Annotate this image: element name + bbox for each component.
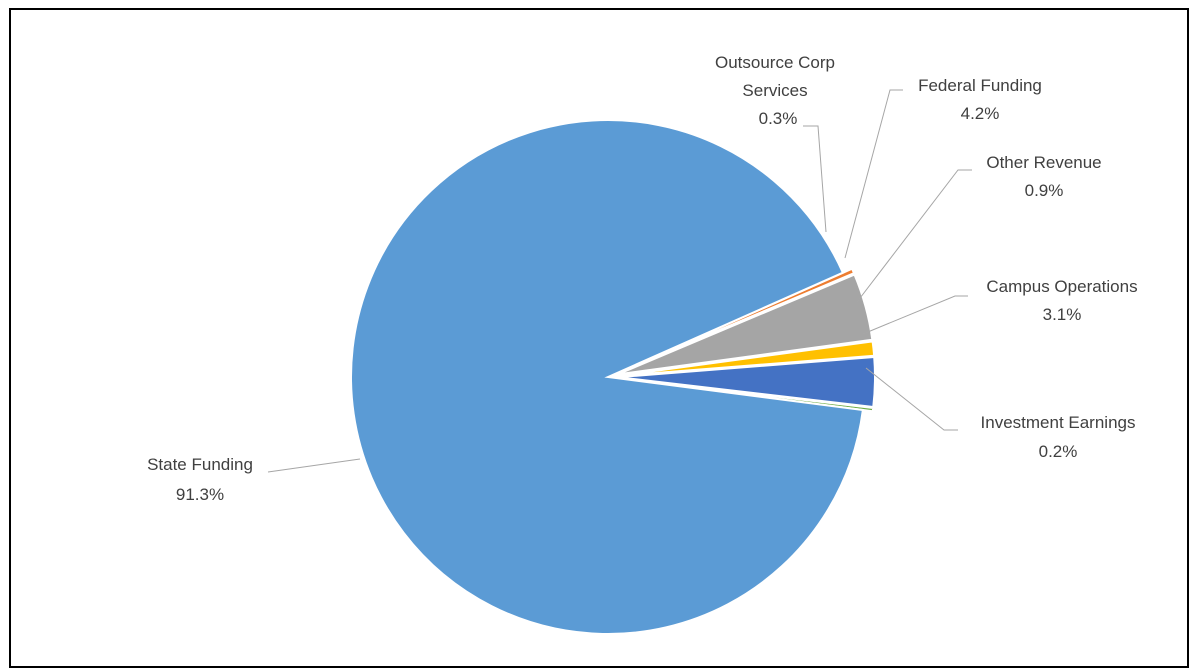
label-outsource-corp-services: Outsource Corp Services 0.3% <box>715 53 835 128</box>
pie-slice-state-funding <box>350 119 864 635</box>
leader-line-campus-operations <box>862 295 968 335</box>
leader-line-federal-funding <box>844 89 903 259</box>
label-federal-funding: Federal Funding 4.2% <box>918 76 1042 123</box>
label-outsource-name-line1: Outsource Corp <box>715 53 835 72</box>
label-other-revenue: Other Revenue 0.9% <box>986 153 1101 200</box>
label-other-revenue-name: Other Revenue <box>986 153 1101 172</box>
label-investment-earnings-value: 0.2% <box>1039 442 1078 461</box>
label-outsource-name-line2: Services <box>742 81 807 100</box>
leader-line-state-funding <box>267 458 361 473</box>
pie-slice-other-revenue <box>617 340 876 377</box>
label-state-funding-name: State Funding <box>147 455 253 474</box>
label-campus-operations-value: 3.1% <box>1043 305 1082 324</box>
label-other-revenue-value: 0.9% <box>1025 181 1064 200</box>
label-state-funding-value: 91.3% <box>176 485 224 504</box>
label-campus-operations-name: Campus Operations <box>986 277 1137 296</box>
leader-line-outsource-corp-services <box>803 125 827 233</box>
label-investment-earnings-name: Investment Earnings <box>981 413 1136 432</box>
label-campus-operations: Campus Operations 3.1% <box>986 277 1137 324</box>
leader-line-investment-earnings <box>865 367 958 431</box>
leader-line-other-revenue <box>856 169 972 303</box>
pie-slice-federal-funding <box>617 273 874 376</box>
label-investment-earnings: Investment Earnings 0.2% <box>981 413 1136 461</box>
pie-slices <box>350 119 876 635</box>
leader-lines <box>267 89 972 473</box>
label-federal-funding-value: 4.2% <box>961 104 1000 123</box>
label-federal-funding-name: Federal Funding <box>918 76 1042 95</box>
label-state-funding: State Funding 91.3% <box>147 455 253 504</box>
label-outsource-value: 0.3% <box>759 109 798 128</box>
pie-slice-campus-operations <box>617 355 876 409</box>
